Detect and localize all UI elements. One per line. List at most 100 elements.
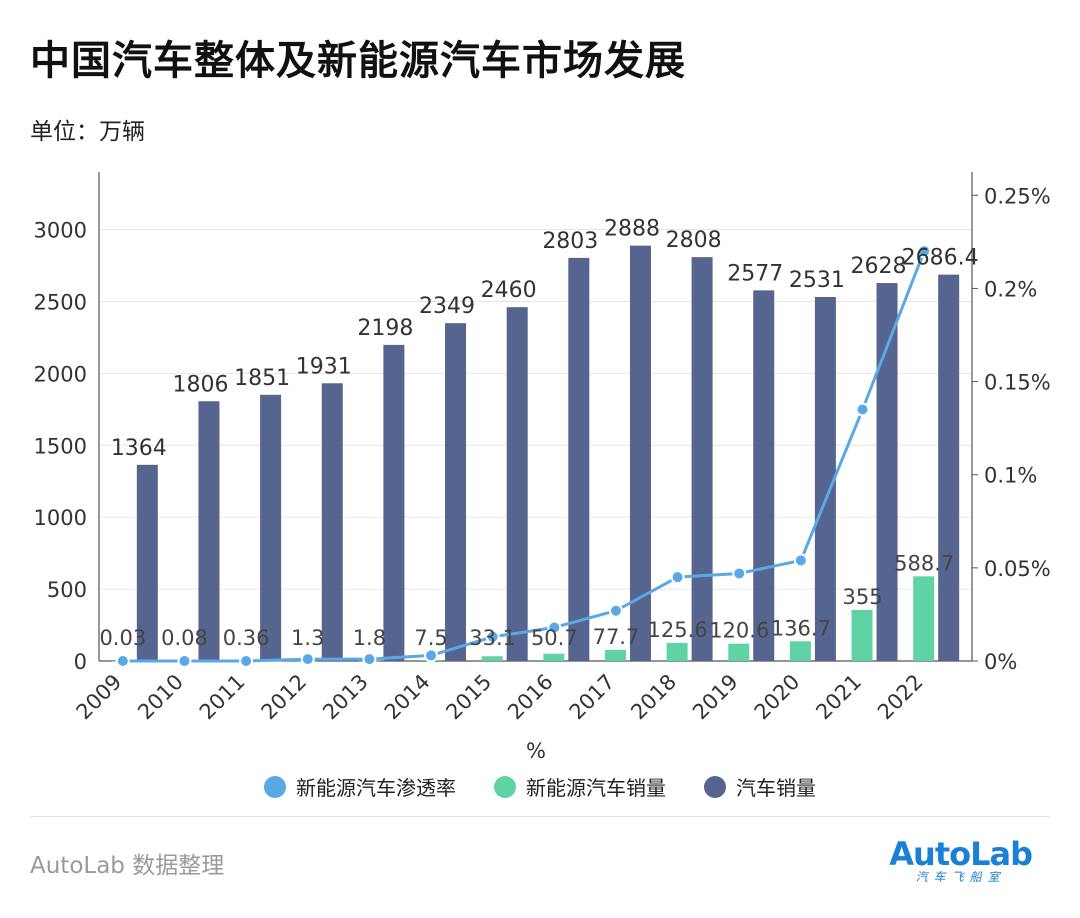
label-vehicle-sales: 1851 <box>234 366 290 391</box>
legend-label-vehicle-sales: 汽车销量 <box>736 776 816 800</box>
label-nev-sales: 0.08 <box>161 626 208 650</box>
label-nev-sales: 0.36 <box>223 626 270 650</box>
label-nev-sales: 77.7 <box>593 625 640 649</box>
bar-nev-sales <box>604 649 626 661</box>
x-axis-title: % <box>526 739 546 763</box>
legend-item-nev-sales[interactable]: 新能源汽车销量 <box>494 772 666 801</box>
x-tick-label: 2013 <box>318 670 373 725</box>
label-nev-sales: 136.7 <box>771 616 831 640</box>
bar-vehicle-sales <box>321 383 343 661</box>
bar-nev-sales <box>666 642 688 661</box>
bar-vehicle-sales <box>753 290 775 661</box>
x-tick-label: 2021 <box>811 670 866 725</box>
y-left-tick-label: 1000 <box>34 506 87 530</box>
y-left-tick-label: 1500 <box>34 434 87 458</box>
y-right-tick-label: 0.2% <box>984 277 1037 301</box>
bar-nev-sales <box>789 641 811 661</box>
y-right-tick-label: 0.05% <box>984 557 1051 581</box>
legend-swatch-nev-sales <box>494 775 516 798</box>
point-penetration <box>239 654 254 668</box>
y-right-tick-label: 0.15% <box>984 371 1051 395</box>
legend-label-nev-sales: 新能源汽车销量 <box>526 776 666 800</box>
data-labels: 1364 0.03 1806 0.08 1851 0.36 1931 1.3 2198 1.8 23… <box>99 217 978 650</box>
bar-vehicle-sales <box>445 323 467 661</box>
label-vehicle-sales: 2803 <box>542 229 598 254</box>
x-tick-label: 2010 <box>133 670 188 725</box>
y-right-tick-label: 0.25% <box>984 184 1051 208</box>
source-note: AutoLab 数据整理 <box>30 853 225 879</box>
x-tick-label: 2017 <box>565 670 620 725</box>
label-nev-sales: 1.8 <box>353 626 386 650</box>
x-tick-label: 2016 <box>503 670 558 725</box>
x-tick-label: 2011 <box>195 670 250 725</box>
bar-nev-sales <box>851 609 873 661</box>
footer-divider <box>30 816 1050 817</box>
x-tick-label: 2015 <box>441 670 496 725</box>
line-penetration <box>122 250 926 663</box>
bar-vehicle-sales <box>814 296 836 661</box>
label-nev-sales: 1.3 <box>291 626 324 650</box>
penetration-line <box>115 244 932 668</box>
bar-nev-sales <box>728 643 750 661</box>
label-nev-sales: 355 <box>842 585 882 609</box>
label-vehicle-sales: 2808 <box>666 228 722 253</box>
autolab-logo: AutoLab 汽车飞船室 <box>889 835 1033 884</box>
bar-vehicle-sales <box>260 394 282 661</box>
bar-vehicle-sales <box>938 274 960 661</box>
label-vehicle-sales: 2460 <box>481 278 537 303</box>
bar-vehicle-sales <box>568 257 590 661</box>
y-left-tick-label: 0 <box>74 650 87 674</box>
label-nev-sales: 0.03 <box>99 626 146 650</box>
point-penetration <box>300 652 315 667</box>
label-vehicle-sales: 1806 <box>172 372 228 397</box>
x-tick-label: 2020 <box>750 670 805 725</box>
y-left-tick-label: 2000 <box>34 362 87 386</box>
bar-nev-sales <box>543 653 565 661</box>
x-tick-label: 2018 <box>626 670 681 725</box>
bar-vehicle-sales <box>506 307 528 661</box>
chart: 0 500 1000 1500 2000 2500 3000 0% 0.05% 0.1% 0.15%… <box>34 172 1051 763</box>
legend: 新能源汽车渗透率 新能源汽车销量 汽车销量 <box>0 772 1080 801</box>
y-right-tick-label: 0.1% <box>984 464 1037 488</box>
point-penetration <box>732 566 747 581</box>
legend-item-penetration[interactable]: 新能源汽车渗透率 <box>264 772 456 801</box>
bar-vehicle-sales <box>691 257 713 661</box>
point-penetration <box>670 570 685 585</box>
bar-vehicle-sales <box>383 344 405 661</box>
y-right-tick-label: 0% <box>984 650 1017 674</box>
label-vehicle-sales: 2531 <box>789 268 845 293</box>
logo-wordmark: AutoLab <box>889 835 1033 873</box>
label-nev-sales: 588.7 <box>894 551 954 575</box>
bar-vehicle-sales <box>136 464 158 661</box>
legend-swatch-penetration <box>264 775 286 798</box>
point-penetration <box>793 553 808 568</box>
point-penetration <box>177 654 192 668</box>
y-left-tick-label: 2500 <box>34 290 87 314</box>
x-tick-label: 2012 <box>257 670 312 725</box>
x-tick-label: 2022 <box>873 670 928 725</box>
point-penetration <box>855 402 870 417</box>
label-vehicle-sales: 2577 <box>727 261 783 286</box>
label-vehicle-sales: 1931 <box>296 354 352 379</box>
legend-item-vehicle-sales[interactable]: 汽车销量 <box>704 772 816 801</box>
bar-nev-sales <box>913 576 935 661</box>
point-penetration <box>115 654 130 668</box>
point-penetration <box>362 652 377 667</box>
x-tick-label: 2009 <box>72 670 127 725</box>
unit-label: 单位：万辆 <box>30 119 145 145</box>
bar-vehicle-sales <box>629 245 651 662</box>
logo-subtitle: 汽车飞船室 <box>915 870 1006 884</box>
label-vehicle-sales: 2628 <box>851 254 907 279</box>
label-nev-sales: 125.6 <box>648 618 708 642</box>
x-tick-label: 2014 <box>380 670 435 725</box>
label-vehicle-sales: 2686.4 <box>902 246 979 271</box>
label-nev-sales: 33.1 <box>469 626 516 650</box>
label-vehicle-sales: 2198 <box>357 316 413 341</box>
chart-title: 中国汽车整体及新能源汽车市场发展 <box>30 38 686 84</box>
point-penetration <box>485 629 500 644</box>
point-penetration <box>547 620 562 635</box>
x-tick-label: 2019 <box>688 670 743 725</box>
label-vehicle-sales: 2888 <box>604 217 660 242</box>
label-nev-sales: 7.5 <box>414 626 447 650</box>
bar-vehicle-sales <box>876 283 898 661</box>
